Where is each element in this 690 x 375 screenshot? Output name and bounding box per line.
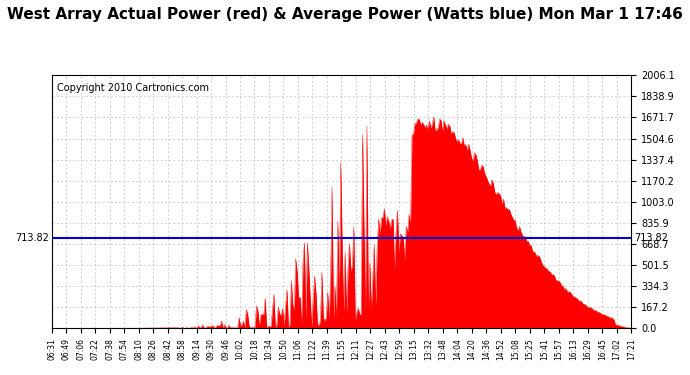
Text: Copyright 2010 Cartronics.com: Copyright 2010 Cartronics.com <box>57 83 209 93</box>
Text: 713.82: 713.82 <box>14 233 49 243</box>
Text: West Array Actual Power (red) & Average Power (Watts blue) Mon Mar 1 17:46: West Array Actual Power (red) & Average … <box>7 8 683 22</box>
Text: 713.82: 713.82 <box>634 233 668 243</box>
